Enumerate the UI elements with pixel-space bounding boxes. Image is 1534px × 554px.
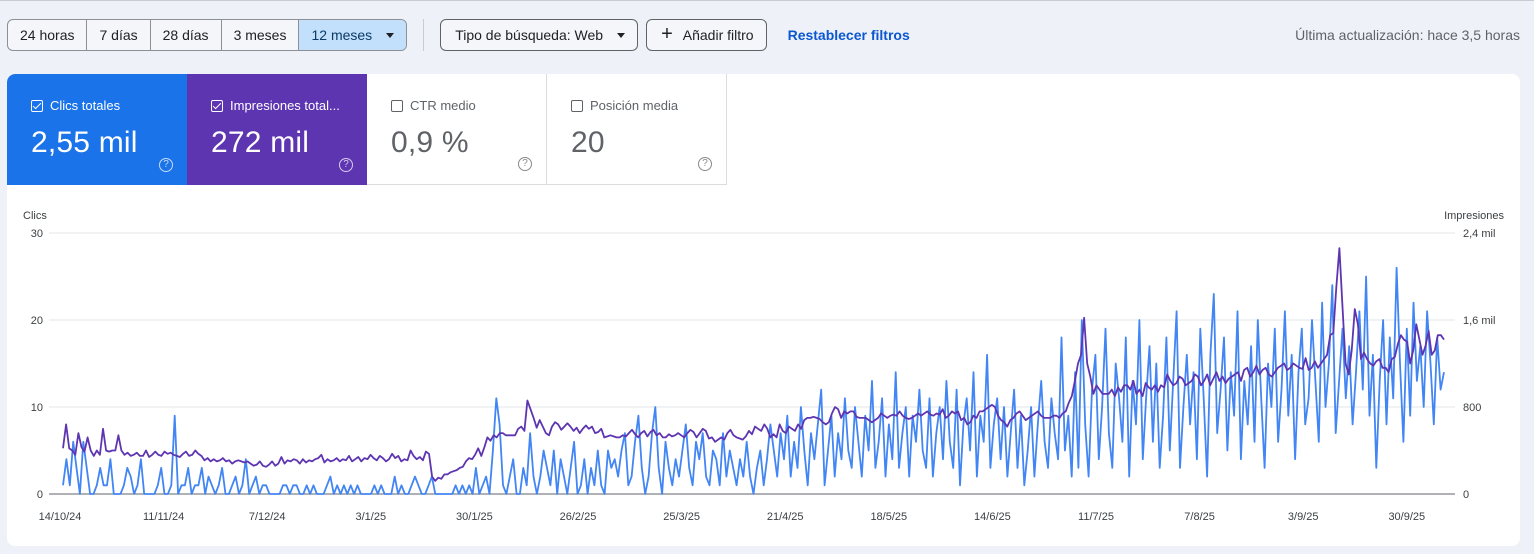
series-line-clicks	[62, 266, 1445, 495]
plus-icon: +	[661, 23, 673, 45]
checkbox-checked-icon[interactable]	[211, 99, 223, 112]
search-type-label: Tipo de búsqueda: Web	[455, 27, 604, 43]
y-right-axis-title: Impresiones	[1444, 210, 1504, 222]
range-28d-button[interactable]: 28 días	[151, 20, 222, 50]
date-range-selector: 24 horas 7 días 28 días 3 meses 12 meses	[7, 19, 408, 51]
y-left-tick-label: 0	[37, 489, 43, 501]
y-right-tick-label: 0	[1463, 489, 1469, 501]
metric-ctr-header: CTR medio	[391, 98, 546, 113]
series-line-impressions	[62, 247, 1445, 482]
y-right-tick-label: 1,6 mil	[1463, 315, 1495, 327]
metric-impressions-value: 272 mil	[211, 126, 310, 159]
last-update-text: Última actualización: hace 3,5 horas	[1295, 27, 1520, 43]
help-icon[interactable]: ?	[159, 158, 173, 172]
x-tick-label: 11/7/25	[1078, 511, 1114, 523]
help-icon[interactable]: ?	[698, 157, 712, 171]
x-tick-label: 21/4/25	[767, 511, 804, 523]
toolbar-divider	[423, 19, 425, 51]
metric-ctr-value: 0,9 %	[391, 126, 469, 159]
metric-clicks-value: 2,55 mil	[31, 126, 138, 159]
performance-card: Clics totales 2,55 mil ? Impresiones tot…	[7, 74, 1520, 546]
caret-down-icon	[386, 32, 395, 38]
x-tick-label: 30/9/25	[1388, 511, 1425, 523]
range-3m-button[interactable]: 3 meses	[222, 20, 300, 50]
metric-ctr[interactable]: CTR medio 0,9 % ?	[367, 74, 547, 185]
x-tick-label: 18/5/25	[870, 511, 907, 523]
add-filter-button[interactable]: + Añadir filtro	[646, 19, 767, 51]
metric-position-header: Posición media	[571, 98, 726, 113]
checkbox-unchecked-icon[interactable]	[571, 99, 583, 112]
metric-position[interactable]: Posición media 20 ?	[547, 74, 727, 185]
y-right-tick-label: 2,4 mil	[1463, 228, 1495, 240]
range-12m-button[interactable]: 12 meses	[299, 20, 407, 50]
metric-impressions[interactable]: Impresiones total... 272 mil ?	[187, 74, 367, 185]
metric-impressions-label: Impresiones total...	[230, 98, 340, 113]
help-icon[interactable]: ?	[518, 157, 532, 171]
metric-impressions-header: Impresiones total...	[211, 98, 367, 113]
y-left-tick-label: 30	[31, 228, 43, 240]
metric-clicks-header: Clics totales	[31, 98, 187, 113]
performance-chart[interactable]: 0 0 10 800 20 1,6 mil 30 2,4 mil Clics Impresione…	[7, 204, 1520, 546]
checkbox-unchecked-icon[interactable]	[391, 99, 403, 112]
y-left-axis-title: Clics	[23, 210, 47, 222]
x-tick-label: 14/10/24	[39, 511, 82, 523]
x-tick-label: 11/11/24	[143, 511, 184, 523]
x-tick-label: 7/8/25	[1184, 511, 1215, 523]
y-left-tick-label: 10	[31, 402, 43, 414]
metric-clicks-label: Clics totales	[50, 98, 121, 113]
search-type-dropdown[interactable]: Tipo de búsqueda: Web	[440, 19, 639, 51]
metric-position-value: 20	[571, 126, 605, 159]
filter-toolbar: 24 horas 7 días 28 días 3 meses 12 meses…	[7, 19, 910, 51]
x-tick-label: 3/9/25	[1288, 511, 1319, 523]
x-tick-label: 30/1/25	[456, 511, 493, 523]
x-tick-label: 26/2/25	[560, 511, 597, 523]
metric-clicks[interactable]: Clics totales 2,55 mil ?	[7, 74, 187, 185]
range-12m-label: 12 meses	[311, 27, 373, 43]
y-left-tick-label: 20	[31, 315, 43, 327]
add-filter-label: Añadir filtro	[682, 27, 754, 43]
caret-down-icon	[617, 32, 626, 38]
top-divider	[0, 0, 1534, 3]
help-icon[interactable]: ?	[339, 158, 353, 172]
x-tick-label: 7/12/24	[249, 511, 286, 523]
reset-filters-link[interactable]: Restablecer filtros	[787, 27, 910, 43]
metric-ctr-label: CTR medio	[410, 98, 476, 113]
metric-position-label: Posición media	[590, 98, 679, 113]
range-24h-button[interactable]: 24 horas	[8, 20, 88, 50]
range-7d-button[interactable]: 7 días	[87, 20, 151, 50]
y-right-tick-label: 800	[1463, 402, 1481, 414]
x-tick-label: 25/3/25	[663, 511, 700, 523]
checkbox-checked-icon[interactable]	[31, 99, 43, 112]
x-tick-label: 3/1/25	[356, 511, 387, 523]
x-tick-label: 14/6/25	[974, 511, 1011, 523]
